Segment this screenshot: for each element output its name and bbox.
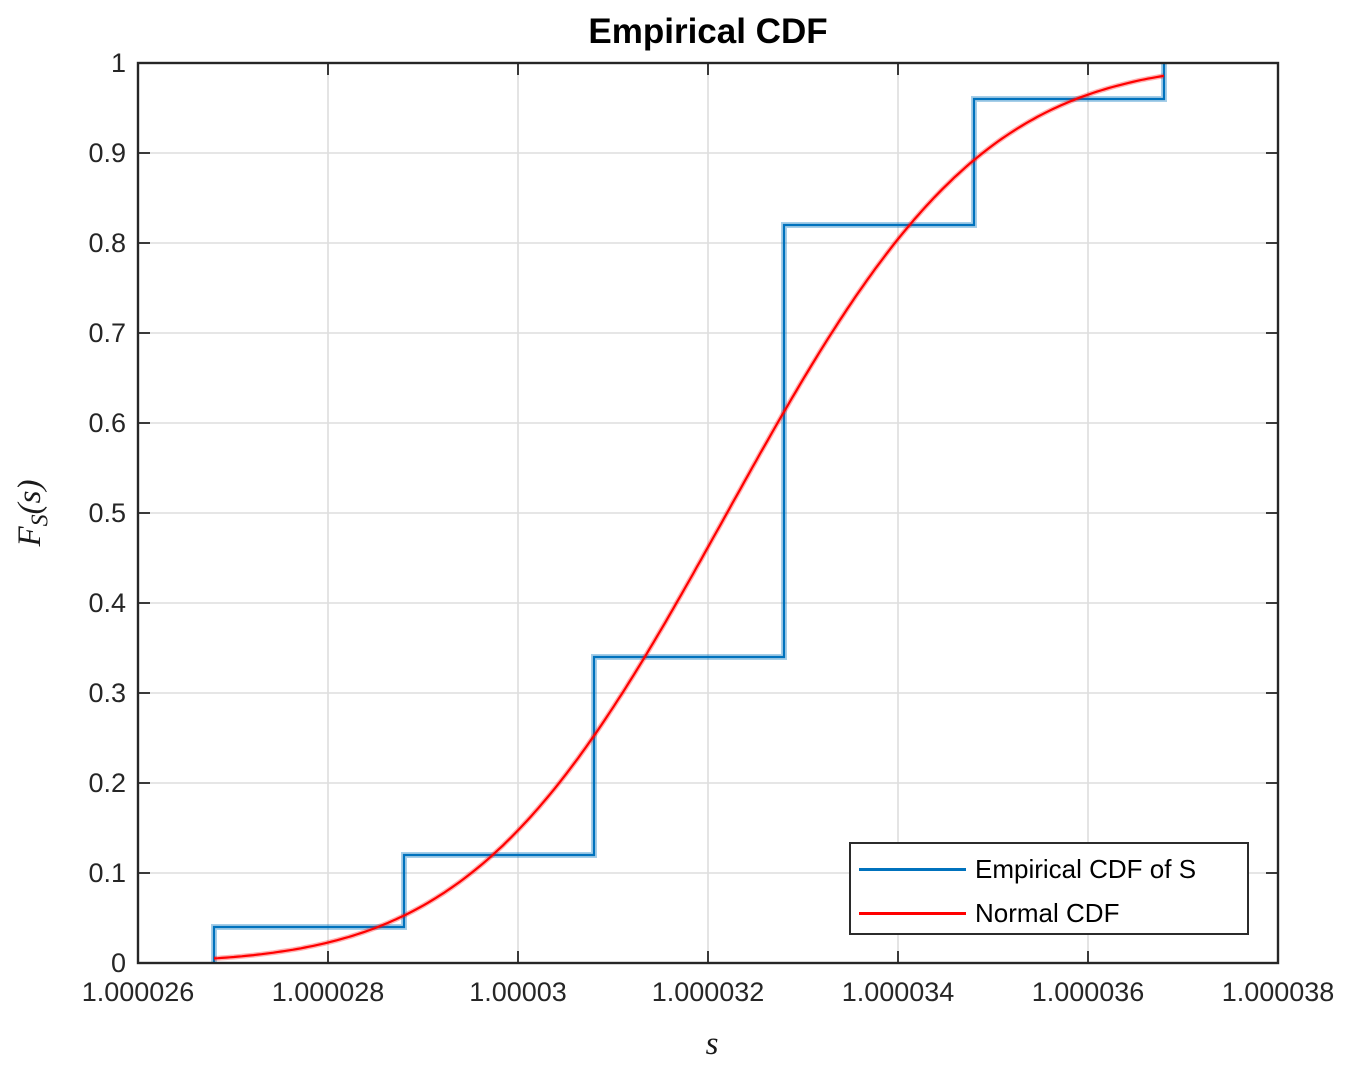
- y-tick-label: 0: [110, 948, 126, 978]
- y-tick-label: 0.2: [88, 768, 126, 798]
- legend-line-swatch-empirical: [859, 867, 966, 871]
- y-tick-label: 0.3: [88, 678, 126, 708]
- y-tick-label: 0.8: [88, 228, 126, 258]
- y-tick-label: 0.9: [88, 138, 126, 168]
- y-label-subscript: S: [27, 514, 54, 527]
- legend-label-empirical: Empirical CDF of S: [975, 853, 1197, 884]
- y-tick-label: 0.7: [88, 318, 126, 348]
- x-tick-label: 1.000038: [1221, 977, 1335, 1007]
- x-axis-label: s: [705, 1026, 719, 1062]
- y-tick-label: 0.6: [88, 408, 126, 438]
- y-tick-label: 0.1: [88, 858, 126, 888]
- legend-entry-empirical: Empirical CDF of S: [851, 847, 1247, 891]
- legend: Empirical CDF of S Normal CDF: [849, 842, 1249, 935]
- x-tick-label: 1.000036: [1031, 977, 1145, 1007]
- x-tick-label: 1.00003: [469, 977, 567, 1007]
- x-tick-label: 1.000028: [271, 977, 385, 1007]
- legend-entry-normal: Normal CDF: [851, 891, 1247, 935]
- legend-line-swatch-normal: [859, 911, 966, 915]
- y-label-suffix: (s): [12, 479, 48, 515]
- y-tick-label: 1: [110, 48, 126, 78]
- y-tick-label: 0.4: [88, 588, 126, 618]
- y-tick-label: 0.5: [88, 498, 126, 528]
- x-tick-label: 1.000032: [651, 977, 765, 1007]
- x-tick-label: 1.000026: [81, 977, 195, 1007]
- legend-label-normal: Normal CDF: [975, 897, 1120, 928]
- y-label-main: F: [12, 526, 48, 547]
- y-axis-label: FS(s): [12, 433, 54, 593]
- chart-title: Empirical CDF: [588, 12, 828, 51]
- x-tick-label: 1.000034: [841, 977, 955, 1007]
